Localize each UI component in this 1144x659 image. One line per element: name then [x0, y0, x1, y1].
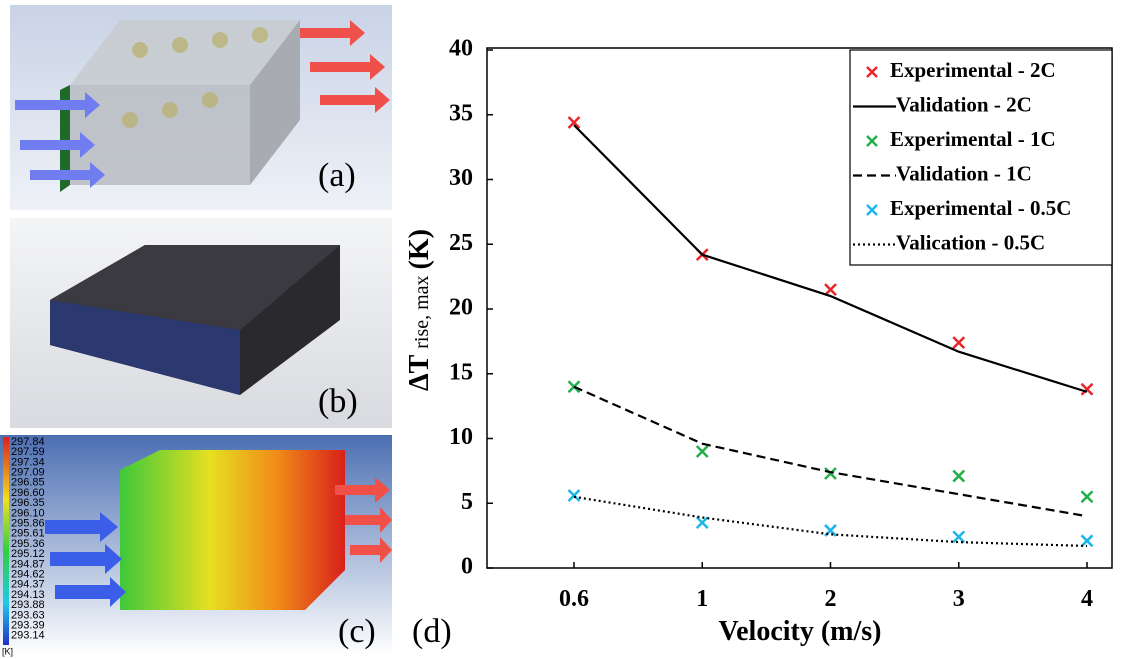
x-tick-label: 4: [1081, 586, 1093, 612]
data-marker: [825, 284, 836, 295]
y-axis-title: ΔT rise, max (K): [404, 229, 435, 391]
x-tick-label: 0.6: [559, 586, 589, 612]
x-axis-title: Velocity (m/s): [718, 616, 881, 647]
x-tick-label: 3: [953, 586, 965, 612]
colorbar-label: 293.14: [11, 630, 45, 642]
data-marker: [697, 446, 708, 457]
data-line: [574, 387, 1087, 517]
x-tick-label: 1: [696, 586, 708, 612]
data-marker: [953, 337, 964, 348]
data-marker: [569, 490, 580, 501]
panel-label: (b): [318, 383, 358, 420]
y-tick-label: 0: [461, 554, 473, 580]
panel-label: (a): [318, 157, 356, 194]
data-marker: [953, 531, 964, 542]
panel-c: 297.84297.59297.34297.09296.85296.60296.…: [0, 435, 392, 656]
colorbar-unit: [K]: [2, 646, 13, 656]
legend-label: Validation - 1C: [896, 161, 1032, 185]
data-marker: [825, 468, 836, 479]
y-axis-title-main: ΔT: [404, 354, 435, 391]
y-tick-label: 10: [449, 424, 473, 450]
y-tick-label: 20: [449, 295, 473, 321]
y-axis-title-unit: (K): [404, 229, 435, 269]
y-tick-label: 25: [449, 230, 473, 256]
legend-label: Experimental - 0.5C: [890, 196, 1071, 220]
data-marker: [953, 471, 964, 482]
y-tick-label: 5: [461, 489, 473, 515]
y-tick-label: 30: [449, 165, 473, 191]
data-marker: [1082, 535, 1093, 546]
y-axis-title-sub: rise, max: [411, 275, 433, 348]
y-tick-label: 15: [449, 359, 473, 385]
figure: 297.84297.59297.34297.09296.85296.60296.…: [0, 0, 1144, 659]
data-marker: [697, 517, 708, 528]
x-tick-label: 2: [825, 586, 837, 612]
y-tick-label: 40: [449, 36, 473, 62]
legend-label: Validation - 2C: [896, 92, 1032, 116]
legend-label: Experimental - 2C: [890, 58, 1056, 82]
y-tick-label: 35: [449, 100, 473, 126]
data-marker: [1082, 384, 1093, 395]
legend-label: Valication - 0.5C: [896, 230, 1045, 254]
legend-label: Experimental - 1C: [890, 127, 1056, 151]
data-marker: [1082, 491, 1093, 502]
panel-label: (c): [338, 613, 376, 650]
panel-label: (d): [412, 613, 452, 650]
data-line: [574, 497, 1087, 546]
